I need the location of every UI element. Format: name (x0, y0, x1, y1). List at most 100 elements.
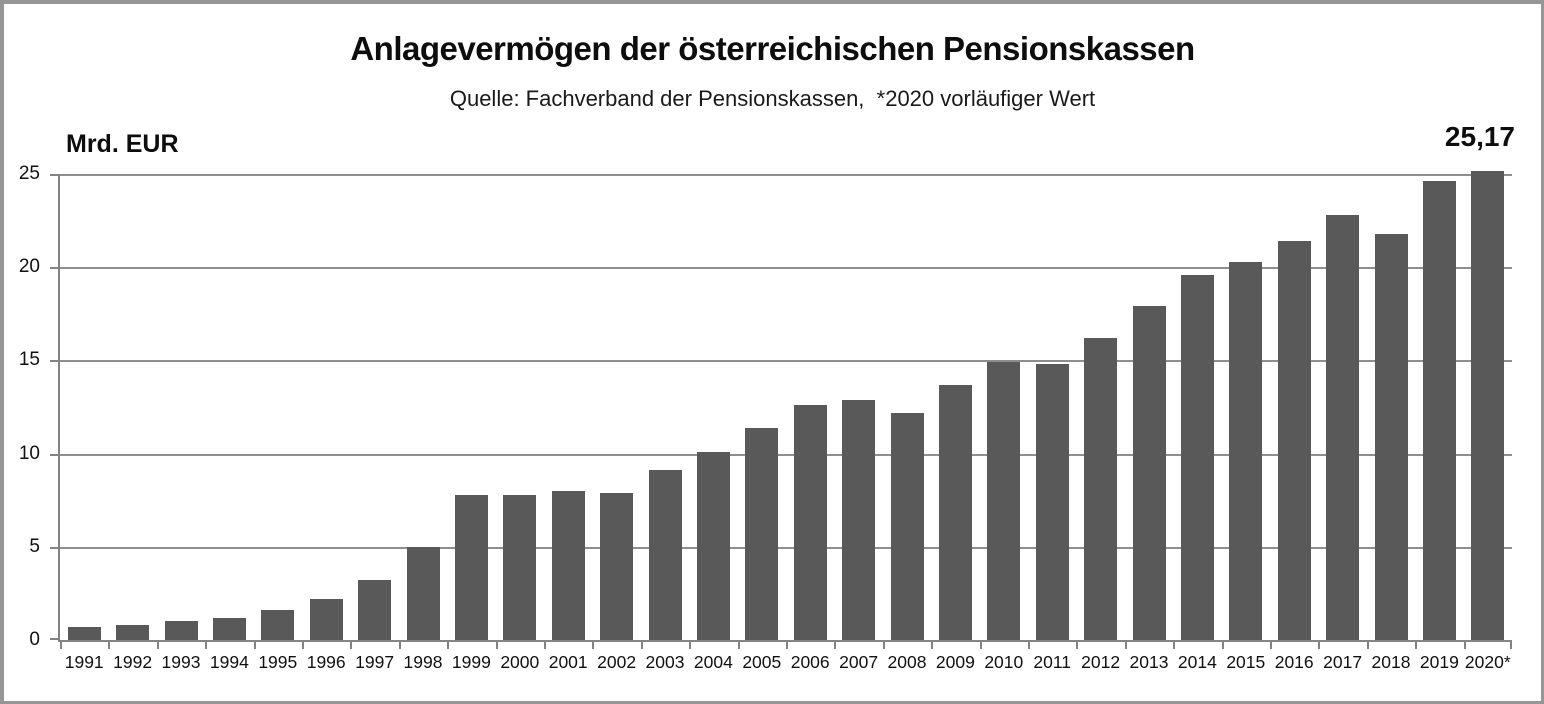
x-tick-label: 2003 (645, 652, 685, 672)
bar-2012 (1084, 338, 1118, 640)
x-axis-tick (979, 642, 982, 649)
x-axis-tick (1463, 642, 1466, 649)
bar-1995 (261, 610, 295, 640)
x-tick-label: 2018 (1371, 652, 1411, 672)
x-axis-tick (737, 642, 740, 649)
x-tick-label: 2015 (1226, 652, 1266, 672)
bar-2019 (1422, 181, 1456, 640)
x-axis-tick (108, 642, 111, 649)
x-tick-label: 1996 (306, 652, 346, 672)
x-axis-tick (882, 642, 885, 649)
x-tick-label: 2006 (790, 652, 830, 672)
x-tick-label: 1992 (113, 652, 153, 672)
bar-2006 (793, 405, 827, 640)
x-tick-label: 2013 (1129, 652, 1169, 672)
x-tick-label: 2011 (1033, 652, 1071, 672)
x-axis-tick (834, 642, 837, 649)
x-tick-label: 1997 (355, 652, 395, 672)
plot-area: 0 5 10 15 20 25 1991 1992 1993 1994 1995 1996 1997 19… (19, 163, 1512, 672)
x-axis-tick (1318, 642, 1321, 649)
bar-2017 (1326, 215, 1360, 640)
bar-2011 (1035, 364, 1069, 640)
bar-1992 (116, 625, 150, 640)
bar-2014 (1180, 274, 1214, 640)
x-axis-tick (931, 642, 934, 649)
bar-2020* (1471, 170, 1505, 640)
x-axis-tick (640, 642, 643, 649)
x-tick-label: 2004 (693, 652, 733, 672)
x-axis-tick (447, 642, 450, 649)
x-tick-label: 2007 (839, 652, 879, 672)
y-axis-tick (50, 546, 58, 549)
x-axis-tick (1415, 642, 1418, 649)
bar-2005 (745, 427, 779, 640)
x-tick-label: 2019 (1419, 652, 1459, 672)
bar-2018 (1374, 233, 1408, 640)
x-axis-tick (1270, 642, 1272, 649)
x-tick-label: 1995 (258, 652, 298, 672)
bar-1996 (309, 599, 343, 640)
x-axis-tick (205, 642, 208, 649)
x-tick-label: 2010 (984, 652, 1024, 672)
x-tick-label: 1994 (209, 652, 249, 672)
x-tick-label: 2017 (1323, 652, 1363, 672)
x-tick-label: 2000 (500, 652, 540, 672)
y-axis-tick (50, 267, 58, 270)
x-tick-label: 2012 (1081, 652, 1121, 672)
x-tick-label: 2002 (597, 652, 637, 672)
x-tick-label: 2014 (1177, 652, 1217, 672)
bar-2008 (890, 412, 924, 640)
y-axis-tick (50, 453, 58, 456)
chart-title: Anlagevermögen der österreichischen Pens… (350, 30, 1195, 67)
x-tick-label: 2009 (935, 652, 975, 672)
x-axis-tick (592, 642, 595, 649)
bar-2003 (648, 470, 682, 640)
bar-1998 (406, 546, 440, 640)
bar-2002 (600, 492, 634, 640)
x-axis-tick (544, 642, 546, 649)
x-tick-label: 2020* (1464, 652, 1511, 672)
x-axis-tick (398, 642, 401, 649)
bar-2000 (503, 494, 537, 640)
x-tick-label: 1993 (161, 652, 201, 672)
bar-1994 (212, 617, 246, 640)
y-axis (58, 174, 60, 640)
y-axis-tick (50, 360, 58, 363)
last-bar-value-label: 25,17 (1444, 121, 1515, 152)
gridline-15 (60, 360, 1512, 363)
bar-1999 (454, 494, 488, 640)
x-axis-tick (60, 642, 62, 649)
y-axis-unit-label: Mrd. EUR (66, 130, 179, 158)
x-tick-label: 1998 (403, 652, 443, 672)
bar-2010 (987, 362, 1021, 640)
x-axis-tick (1124, 642, 1127, 649)
chart-subtitle: Quelle: Fachverband der Pensionskassen, … (449, 86, 1096, 111)
x-axis-tick (1221, 642, 1224, 649)
x-tick-label: 1991 (64, 652, 104, 672)
gridline-20 (60, 267, 1512, 270)
x-axis-tick (253, 642, 256, 649)
y-axis-tick (50, 638, 58, 640)
bar-1997 (358, 580, 392, 640)
x-axis-tick (1366, 642, 1369, 649)
x-axis-tick (495, 642, 498, 649)
x-axis-tick (786, 642, 788, 649)
gridline-25 (60, 174, 1512, 176)
bar-1991 (67, 626, 101, 640)
y-tick-label: 25 (18, 163, 40, 184)
x-tick-label: 2016 (1274, 652, 1314, 672)
y-tick-label: 20 (18, 256, 40, 278)
bar-2007 (842, 399, 876, 640)
y-tick-label: 5 (29, 535, 40, 557)
x-axis-tick (350, 642, 353, 649)
x-tick-label: 1999 (451, 652, 491, 672)
bar-2016 (1277, 241, 1311, 640)
bar-1993 (164, 621, 198, 640)
x-axis-tick (689, 642, 692, 649)
x-axis-tick (1173, 642, 1176, 649)
gridline-10 (60, 453, 1512, 456)
x-axis-tick (156, 642, 159, 649)
bar-2001 (551, 490, 585, 640)
bar-2015 (1229, 261, 1263, 640)
